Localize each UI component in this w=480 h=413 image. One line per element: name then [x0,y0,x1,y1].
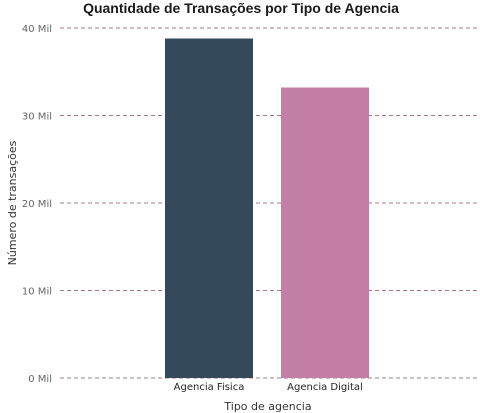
y-tick-label: 30 Mil [22,112,52,123]
y-tick-label: 40 Mil [22,24,52,35]
bars [165,38,369,379]
x-axis-ticks: Agencia Fisica Agencia Digital [174,382,363,393]
x-tick-label: Agencia Digital [287,382,363,393]
gridlines [60,27,478,379]
chart-title: Quantidade de Transações por Tipo de Age… [83,0,399,16]
x-axis-title: Tipo de agencia [223,400,311,413]
y-axis-ticks: 0 Mil 10 Mil 20 Mil 30 Mil 40 Mil [22,24,52,385]
bar[interactable] [281,87,369,379]
x-tick-label: Agencia Fisica [174,382,245,393]
bar[interactable] [165,38,253,379]
y-tick-label: 10 Mil [22,287,52,298]
y-axis-title: Número de transações [6,140,19,265]
y-tick-label: 0 Mil [28,374,52,385]
y-tick-label: 20 Mil [22,199,52,210]
